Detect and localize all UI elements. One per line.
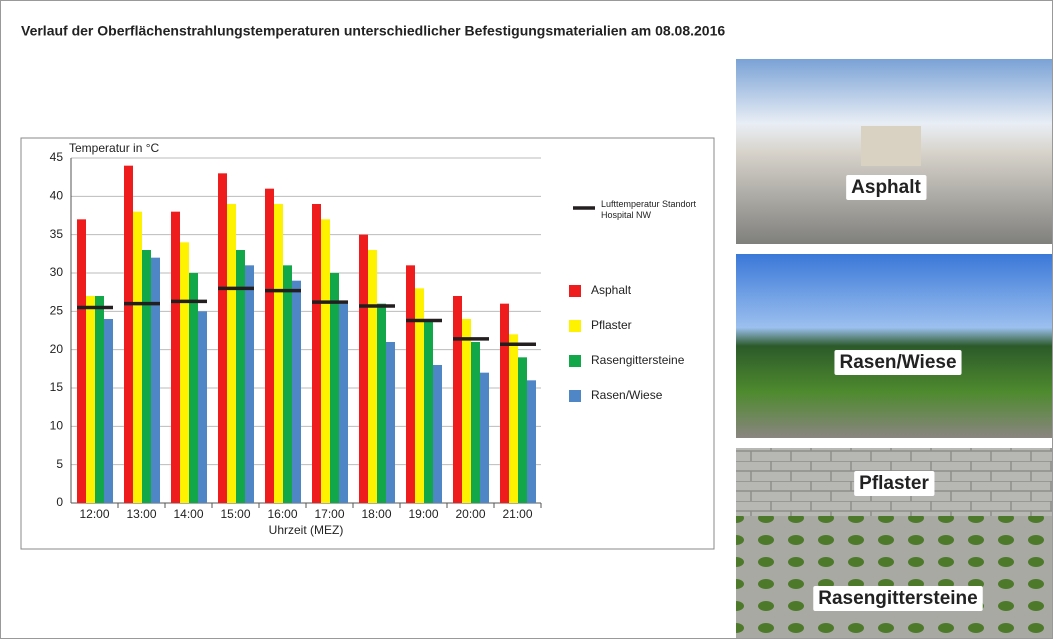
bar <box>218 173 227 504</box>
bar <box>236 250 245 503</box>
bar <box>339 303 348 503</box>
bar <box>368 250 377 503</box>
y-axis-title: Temperatur in °C <box>69 141 159 155</box>
legend-label: Asphalt <box>591 283 632 297</box>
photo-label-bg <box>834 350 962 376</box>
x-tick-label: 19:00 <box>408 507 438 521</box>
y-tick-label: 30 <box>50 265 64 279</box>
legend-label: Rasen/Wiese <box>591 388 663 402</box>
legend-swatch <box>569 285 581 297</box>
bar <box>359 234 368 503</box>
bar <box>471 342 480 503</box>
x-tick-label: 14:00 <box>173 507 203 521</box>
x-axis-title: Uhrzeit (MEZ) <box>269 523 344 537</box>
bar <box>104 319 113 503</box>
y-tick-label: 35 <box>50 227 64 241</box>
bar <box>133 211 142 503</box>
bar <box>245 265 254 503</box>
bar <box>330 273 339 503</box>
photo-label: Rasengittersteine <box>818 588 977 609</box>
x-tick-label: 20:00 <box>455 507 485 521</box>
photo-label-bg <box>846 175 927 201</box>
photo-label: Asphalt <box>851 177 921 198</box>
bar <box>198 311 207 503</box>
legend-label: Lufttemperatur Standort Hospital NW <box>601 199 697 220</box>
legend-swatch <box>569 355 581 367</box>
bar <box>151 257 160 503</box>
bar <box>480 372 489 503</box>
bar <box>527 380 536 503</box>
y-tick-label: 10 <box>50 419 64 433</box>
y-tick-label: 40 <box>50 189 64 203</box>
bar <box>518 357 527 503</box>
bar <box>180 242 189 504</box>
bar <box>124 165 133 503</box>
bar <box>424 319 433 503</box>
bar <box>292 280 301 503</box>
page-title: Verlauf der Oberflächenstrahlungstempera… <box>21 23 725 39</box>
legend-swatch <box>569 390 581 402</box>
bar <box>500 303 509 503</box>
bar <box>274 204 283 503</box>
photo-label: Rasen/Wiese <box>839 352 956 373</box>
y-tick-label: 25 <box>50 304 64 318</box>
x-tick-label: 18:00 <box>361 507 391 521</box>
bar <box>321 219 330 504</box>
x-tick-label: 13:00 <box>126 507 156 521</box>
bar <box>386 342 395 503</box>
photo-label: Pflaster <box>859 473 929 494</box>
legend-label: Pflaster <box>591 318 632 332</box>
y-tick-label: 5 <box>56 457 63 471</box>
photo-label-bg <box>813 586 983 612</box>
photo-building <box>861 126 921 166</box>
legend-label: Rasengittersteine <box>591 353 685 367</box>
bar <box>86 296 95 503</box>
legend-swatch <box>569 320 581 332</box>
y-tick-label: 20 <box>50 342 64 356</box>
bar <box>415 288 424 503</box>
bar <box>171 211 180 503</box>
y-tick-label: 15 <box>50 380 64 394</box>
bar <box>189 273 198 503</box>
x-tick-label: 21:00 <box>502 507 532 521</box>
photo-label-bg <box>854 471 935 497</box>
bar <box>433 365 442 503</box>
bar <box>283 265 292 503</box>
bar <box>312 204 321 503</box>
x-tick-label: 15:00 <box>220 507 250 521</box>
x-tick-label: 17:00 <box>314 507 344 521</box>
photo-lawn <box>736 254 1052 438</box>
x-tick-label: 12:00 <box>79 507 109 521</box>
bar <box>462 319 471 503</box>
x-tick-label: 16:00 <box>267 507 297 521</box>
y-tick-label: 0 <box>56 495 63 509</box>
bar <box>227 204 236 503</box>
bar <box>265 188 274 503</box>
photo-grass-pavers <box>736 516 1052 638</box>
bar <box>406 265 415 503</box>
bar <box>377 303 386 503</box>
bar <box>142 250 151 503</box>
y-tick-label: 45 <box>50 150 64 164</box>
bar <box>453 296 462 503</box>
bar <box>77 219 86 504</box>
bar <box>95 296 104 503</box>
bar <box>509 334 518 503</box>
